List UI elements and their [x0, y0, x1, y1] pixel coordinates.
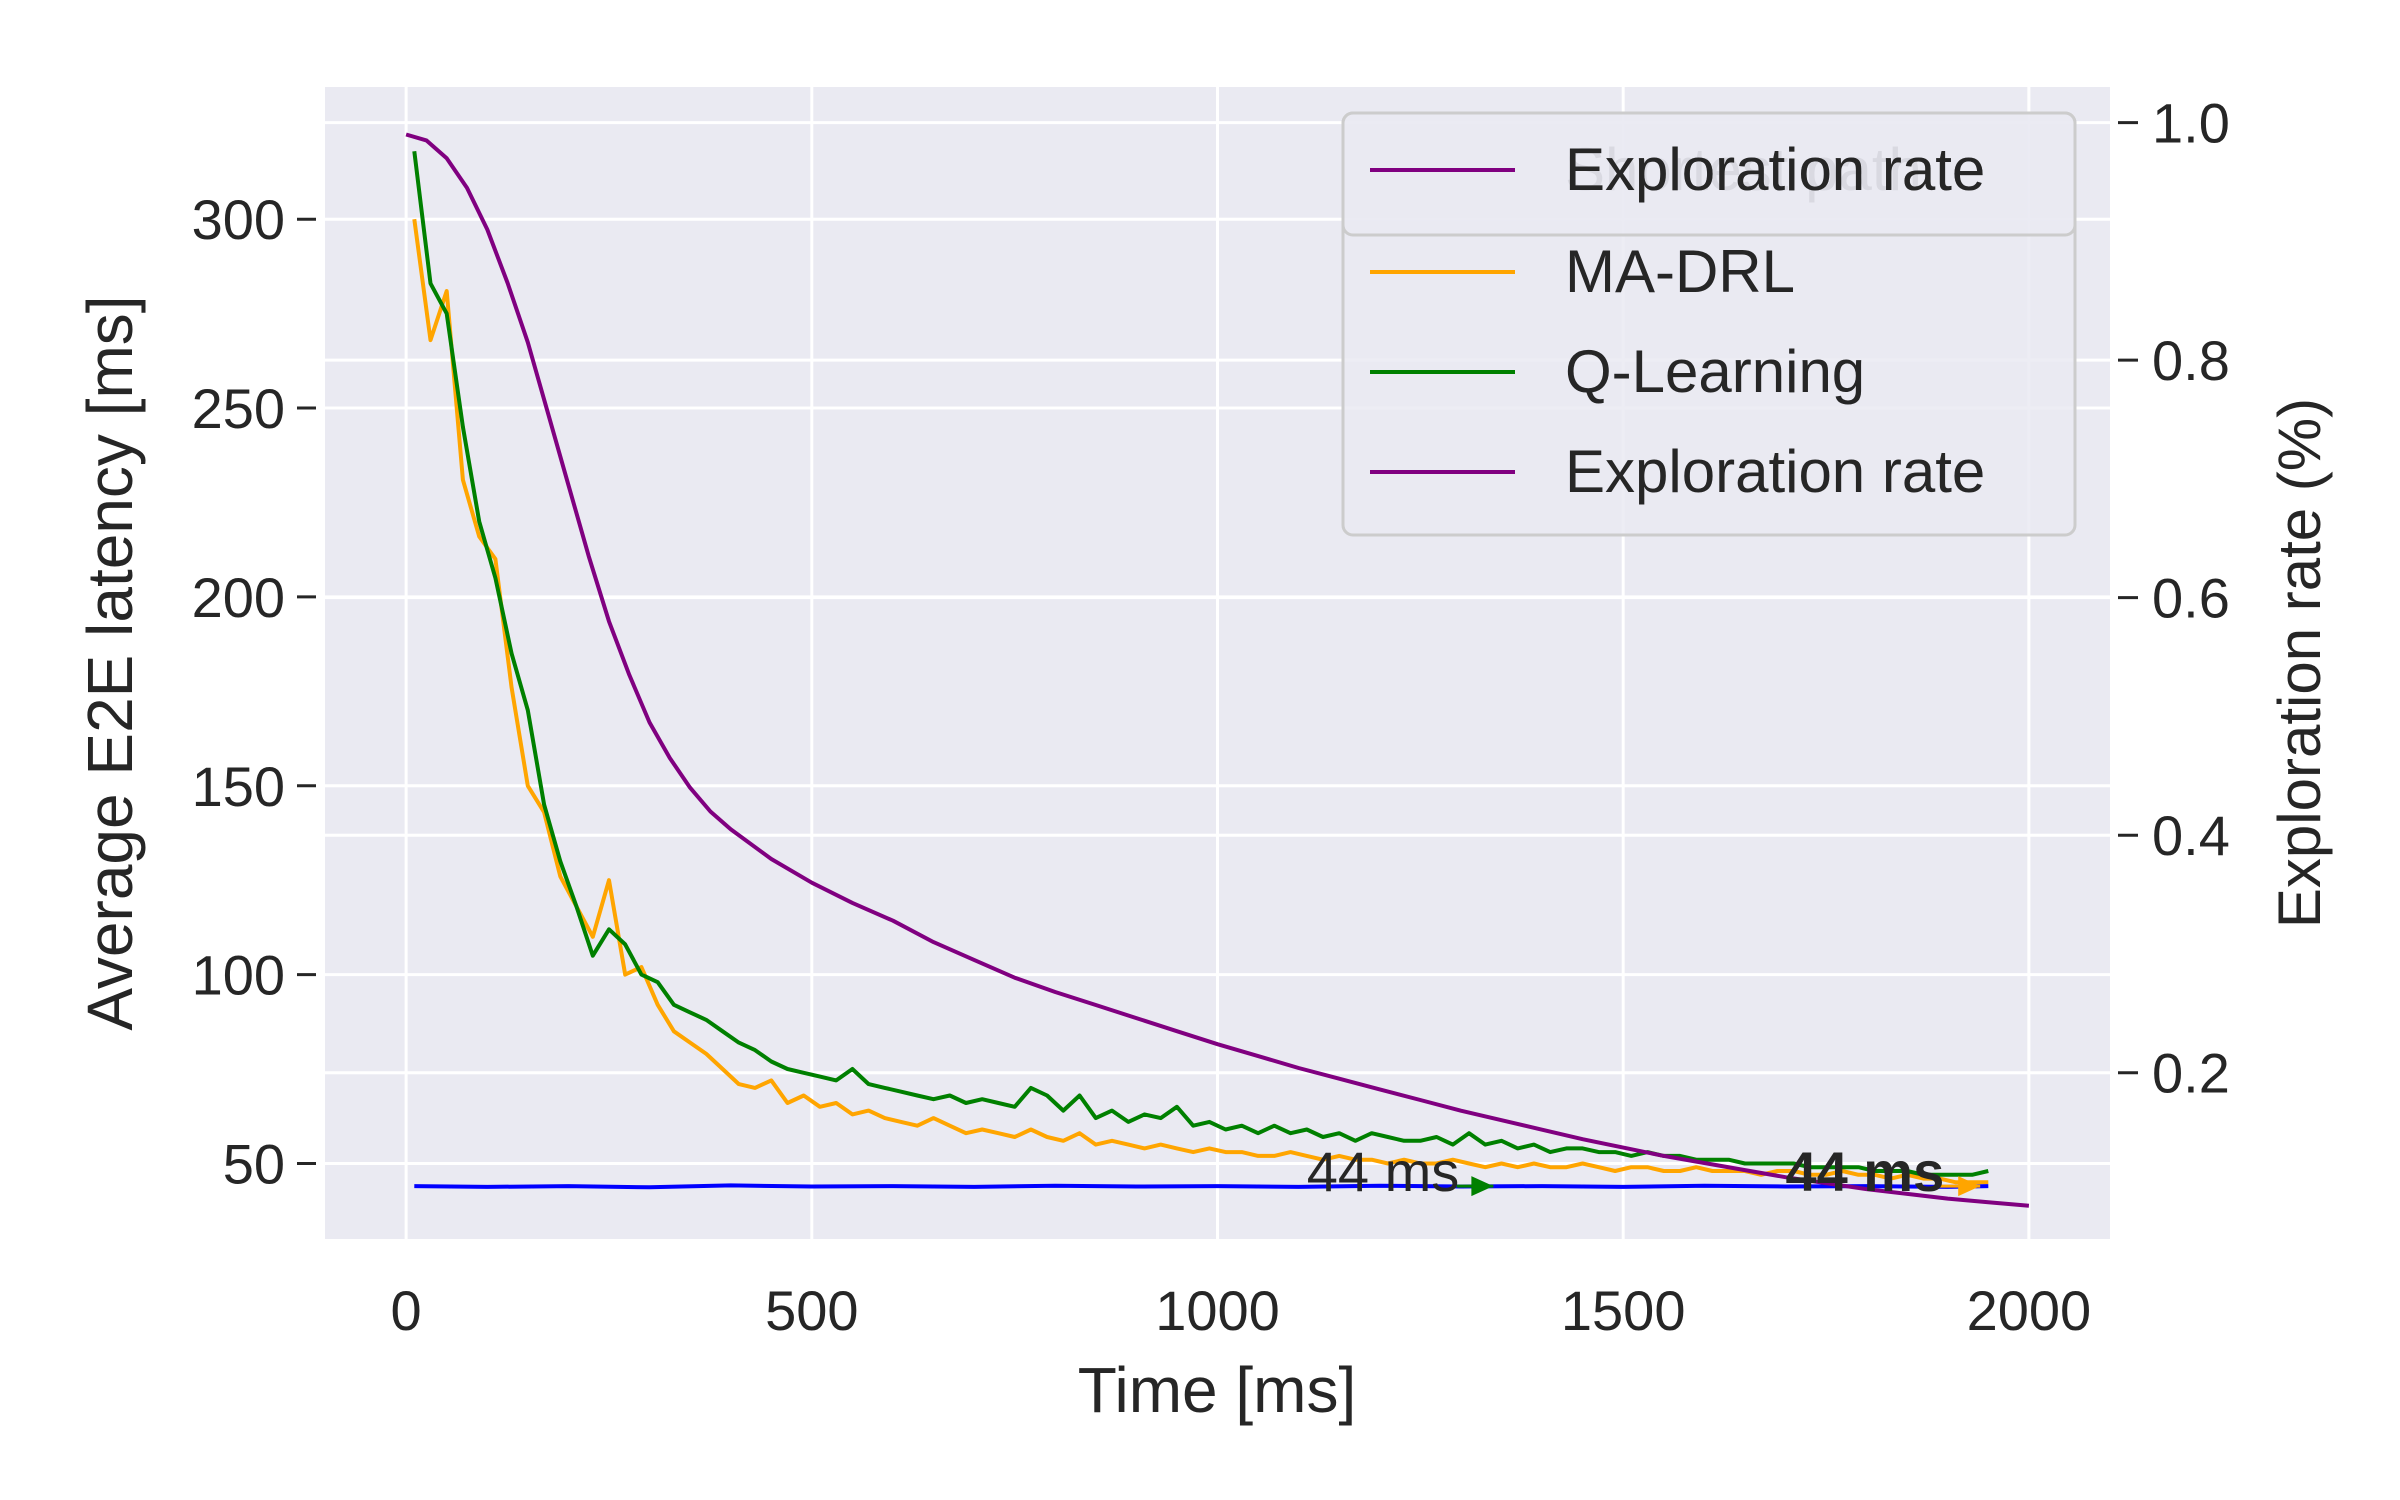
- annotation-label: 44 ms: [1307, 1140, 1460, 1203]
- legend-label: MA-DRL: [1565, 238, 1795, 305]
- y2-tick-label: 1.0: [2152, 92, 2230, 155]
- y-tick-label: 150: [192, 755, 285, 818]
- legend-label: Q-Learning: [1565, 338, 1865, 405]
- y-tick-label: 300: [192, 188, 285, 251]
- y-tick-label: 200: [192, 566, 285, 629]
- x-tick-label: 0: [391, 1279, 422, 1342]
- x-tick-label: 1500: [1561, 1279, 1686, 1342]
- x-tick-label: 500: [765, 1279, 858, 1342]
- y-axis-label: Average E2E latency [ms]: [74, 295, 146, 1030]
- series-line-shortest-path: [414, 1183, 1989, 1190]
- y2-tick-label: 0.6: [2152, 567, 2230, 630]
- annotation-arrowhead: [1958, 1176, 1981, 1197]
- y2-tick-label: 0.2: [2152, 1042, 2230, 1105]
- legend: Exploration rate MA-DRL Q-Learning Explorat…: [1341, 111, 2077, 537]
- annotation-label: 44 ms: [1785, 1140, 1944, 1203]
- y2-tick-label: 0.8: [2152, 329, 2230, 392]
- legend-label: Exploration rate: [1565, 438, 1985, 505]
- x-axis: 0 500 1000 1500 2000: [391, 1279, 2092, 1342]
- y2-axis: 0.2 0.4 0.6 0.8 1.0: [2118, 92, 2230, 1105]
- annotation-arrowhead: [1471, 1176, 1494, 1197]
- legend-overlay-box: [1341, 111, 2077, 237]
- y2-axis-label: Exploration rate (%): [2266, 398, 2333, 928]
- series-line-ma-drl: [412, 218, 1989, 1185]
- y-tick-label: 50: [223, 1132, 285, 1195]
- y2-tick-label: 0.4: [2152, 804, 2230, 867]
- annotation-layer: 44 ms 44 ms: [1307, 1140, 1981, 1203]
- legend-overlay-label: Exploration rate: [1565, 136, 1985, 203]
- x-tick-label: 2000: [1967, 1279, 2092, 1342]
- x-tick-label: 1000: [1155, 1279, 1280, 1342]
- series-line-q-learning: [412, 150, 1989, 1177]
- series-line-exploration-rate: [405, 132, 2030, 1208]
- y-tick-label: 250: [192, 377, 285, 440]
- y-tick-label: 100: [192, 944, 285, 1007]
- y-axis: 50 100 150 200 250 300: [192, 188, 316, 1195]
- x-axis-label: Time [ms]: [1078, 1354, 1357, 1426]
- series-layer: [405, 132, 2030, 1208]
